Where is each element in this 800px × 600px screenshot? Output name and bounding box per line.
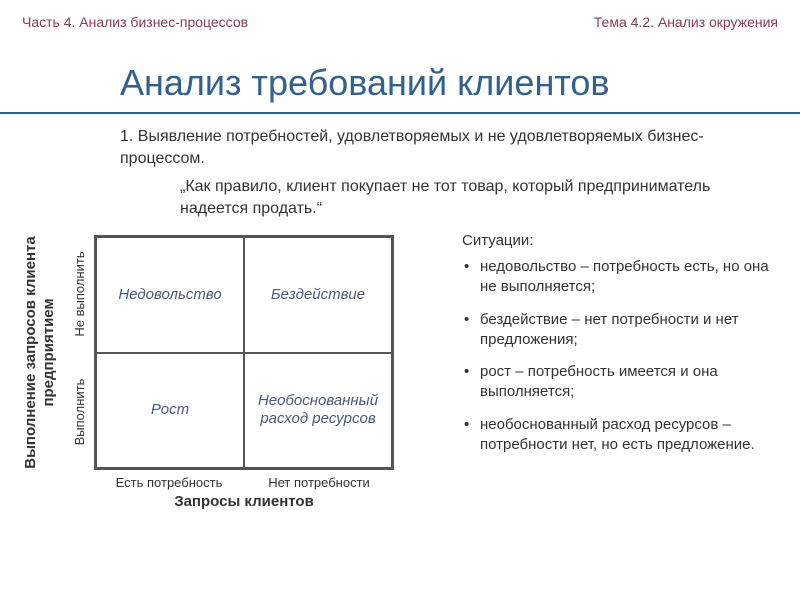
y-axis-outer-label: Выполнение запросов клиента предприятием	[22, 235, 58, 470]
x-axis-sub-right: Нет потребности	[244, 475, 394, 490]
matrix: Выполнение запросов клиента предприятием…	[60, 235, 440, 535]
cell-top-right: Бездействие	[244, 237, 392, 353]
cell-bot-right: Необоснованный расход ресурсов	[244, 353, 392, 469]
quote-text: „Как правило, клиент покупает не тот тов…	[180, 176, 760, 219]
intro-text: 1. Выявление потребностей, удовлетворяем…	[120, 126, 770, 169]
situation-item: недовольство – потребность есть, но она …	[462, 257, 776, 298]
y-axis-inner-top: Не выполнить	[72, 235, 87, 353]
y-axis-inner-bot: Выполнить	[72, 353, 87, 471]
situations-heading: Ситуации:	[462, 232, 776, 249]
header-left: Часть 4. Анализ бизнес-процессов	[22, 14, 248, 30]
matrix-grid: Недовольство Бездействие Рост Необоснова…	[94, 235, 394, 470]
situation-item: бездействие – нет потребности и нет пред…	[462, 310, 776, 351]
situation-item: необоснованный расход ресурсов – потребн…	[462, 415, 776, 456]
situations-list: недовольство – потребность есть, но она …	[462, 257, 776, 455]
cell-top-left: Недовольство	[96, 237, 244, 353]
situation-item: рост – потребность имеется и она выполня…	[462, 362, 776, 403]
title-rule	[0, 112, 800, 114]
cell-bot-left: Рост	[96, 353, 244, 469]
situations-block: Ситуации: недовольство – потребность ест…	[462, 232, 776, 467]
header-right: Тема 4.2. Анализ окружения	[594, 14, 778, 30]
x-axis-outer-label: Запросы клиентов	[94, 493, 394, 510]
x-axis-sub-left: Есть потребность	[94, 475, 244, 490]
page-title: Анализ требований клиентов	[120, 62, 610, 104]
